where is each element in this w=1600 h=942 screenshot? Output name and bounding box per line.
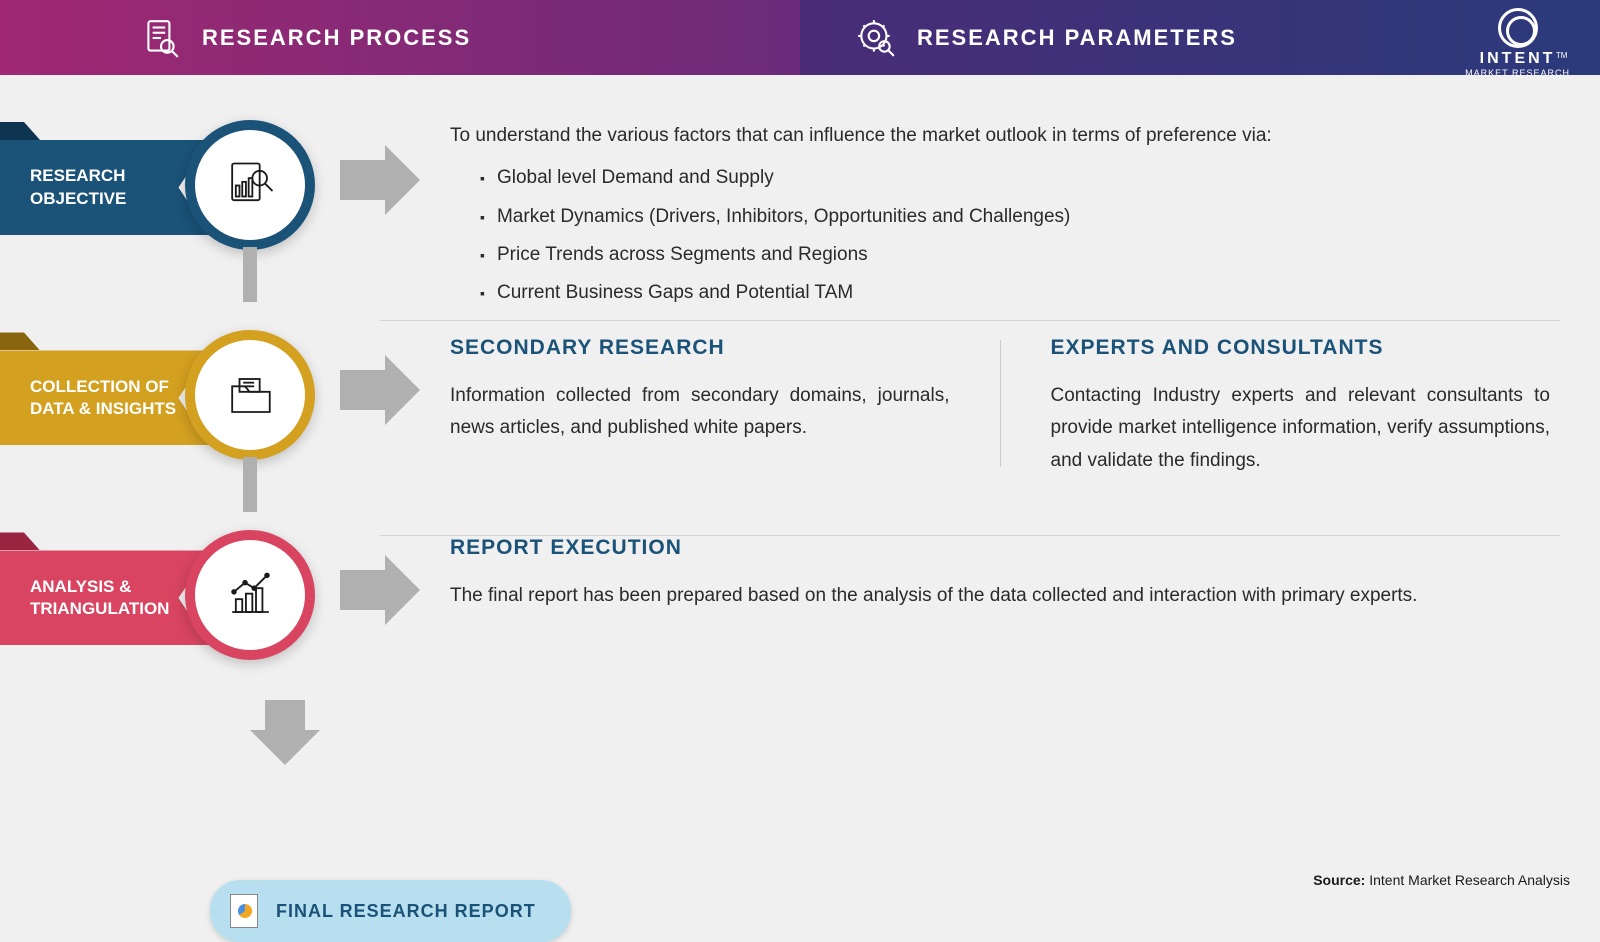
connector-v-1 (243, 247, 257, 302)
chart-icon (223, 568, 278, 623)
brand-logo: INTENT TM MARKET RESEARCH (1465, 8, 1570, 78)
logo-text: INTENT (1480, 51, 1556, 67)
bullet: Current Business Gaps and Potential TAM (480, 277, 1550, 309)
final-report-label: FINAL RESEARCH REPORT (276, 901, 536, 922)
banner-tab (0, 122, 40, 140)
step-objective: RESEARCH OBJECTIVE To understand the var… (0, 105, 1550, 315)
subheading-secondary: SECONDARY RESEARCH (450, 330, 950, 366)
circle-analysis (180, 530, 320, 660)
header-bar: RESEARCH PROCESS RESEARCH PARAMETERS INT… (0, 0, 1600, 75)
two-column: SECONDARY RESEARCH Information collected… (450, 330, 1550, 477)
content-collection: SECONDARY RESEARCH Information collected… (450, 315, 1550, 477)
col-secondary: SECONDARY RESEARCH Information collected… (450, 330, 950, 477)
source-label: Source: (1313, 872, 1365, 888)
circle-collection (180, 330, 320, 512)
logo-tm: TM (1556, 51, 1568, 60)
logo-ring-icon (1498, 8, 1538, 48)
circle-icon-analysis (185, 530, 315, 660)
bullet: Global level Demand and Supply (480, 162, 1550, 194)
source-attribution: Source: Intent Market Research Analysis (1313, 872, 1570, 888)
circle-icon-collection (185, 330, 315, 460)
banner-tab (0, 532, 40, 550)
banner-tab (0, 332, 40, 350)
connector-v-2 (243, 457, 257, 512)
header-right-section: RESEARCH PARAMETERS (855, 17, 1427, 59)
col-experts: EXPERTS AND CONSULTANTS Contacting Indus… (1051, 330, 1551, 477)
header-left-title: RESEARCH PROCESS (202, 25, 471, 51)
header-right-title: RESEARCH PARAMETERS (917, 25, 1237, 51)
objective-intro: To understand the various factors that c… (450, 120, 1550, 152)
subheading-experts: EXPERTS AND CONSULTANTS (1051, 330, 1551, 366)
gear-search-icon (855, 17, 897, 59)
banner-objective: RESEARCH OBJECTIVE (0, 140, 210, 235)
logo-subtext: MARKET RESEARCH (1465, 68, 1570, 78)
banner-collection: COLLECTION OF DATA & INSIGHTS (0, 350, 210, 445)
source-value: Intent Market Research Analysis (1369, 872, 1570, 888)
text-execution: The final report has been prepared based… (450, 580, 1550, 612)
column-separator (1000, 340, 1001, 467)
content-analysis: REPORT EXECUTION The final report has be… (450, 515, 1550, 612)
folder-icon (223, 368, 278, 423)
objective-bullets: Global level Demand and Supply Market Dy… (450, 162, 1550, 309)
circle-icon-objective (185, 120, 315, 250)
header-left-section: RESEARCH PROCESS (140, 17, 784, 59)
subheading-execution: REPORT EXECUTION (450, 530, 1550, 566)
doc-magnify-icon (223, 158, 278, 213)
final-report-pill: FINAL RESEARCH REPORT (210, 880, 571, 942)
report-doc-icon (230, 894, 258, 928)
circle-objective (180, 120, 320, 302)
text-secondary: Information collected from secondary dom… (450, 380, 950, 445)
text-experts: Contacting Industry experts and relevant… (1051, 380, 1551, 477)
step-analysis: ANALYSIS & TRIANGULATION REPORT EXECUTIO… (0, 515, 1550, 695)
bullet: Price Trends across Segments and Regions (480, 239, 1550, 271)
bullet: Market Dynamics (Drivers, Inhibitors, Op… (480, 201, 1550, 233)
document-search-icon (140, 17, 182, 59)
banner-analysis: ANALYSIS & TRIANGULATION (0, 550, 210, 645)
step-collection: COLLECTION OF DATA & INSIGHTS SECONDARY … (0, 315, 1550, 515)
content-objective: To understand the various factors that c… (450, 105, 1550, 315)
process-diagram: RESEARCH OBJECTIVE To understand the var… (0, 75, 1600, 900)
